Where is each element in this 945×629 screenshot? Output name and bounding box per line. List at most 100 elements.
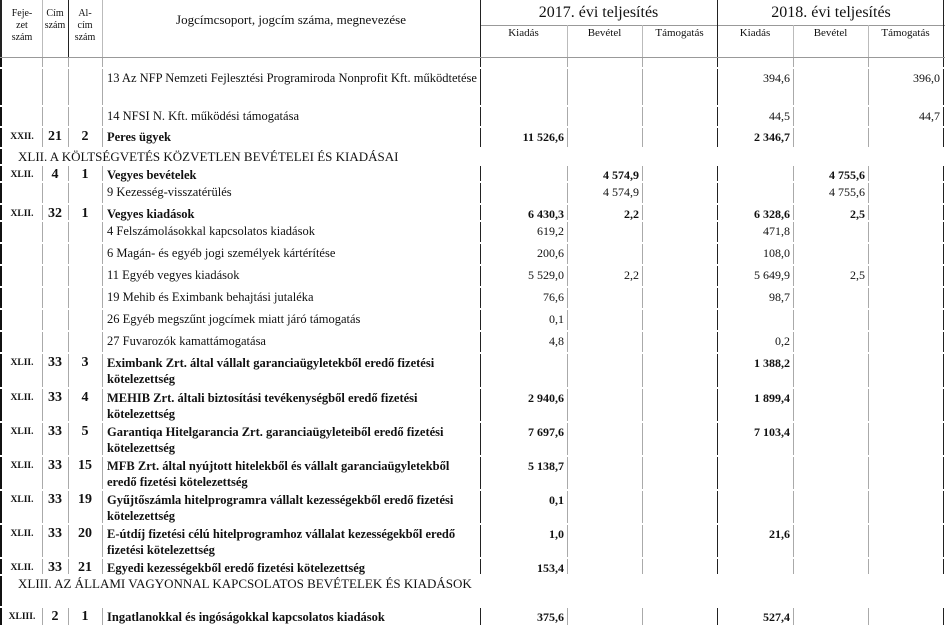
column-divider [102,266,103,286]
column-divider [102,288,103,308]
alcim-cell: 5 [81,424,89,439]
column-divider [567,69,568,105]
column-divider [42,183,43,203]
column-divider [0,491,2,523]
column-divider [68,559,69,574]
column-divider [68,608,69,625]
column-divider [642,58,643,67]
header-description: Jogcímcsoport, jogcím száma, megnevezése [176,12,406,27]
column-divider [793,389,794,421]
column-divider [642,559,643,574]
table-row: 27 Fuvarozók kamattámogatása 4,8 0,2 [0,331,945,353]
column-divider [42,525,43,557]
column-divider [642,354,643,387]
alcim-cell: 1 [81,609,89,624]
column-divider [868,244,869,264]
table-row: XLII. 33 3 Eximbank Zrt. által vállalt gara… [0,353,945,388]
column-divider [717,310,718,330]
column-divider [642,310,643,330]
column-divider [943,559,944,574]
divider [717,0,718,57]
column-divider [943,288,944,308]
column-divider [0,244,2,264]
column-divider [567,559,568,574]
column-divider [717,354,718,387]
column-divider [102,128,103,147]
column-divider [480,266,481,286]
column-divider [480,457,481,489]
column-divider [717,423,718,455]
column-divider [793,183,794,203]
table-row: XXII. 21 2 Peres ügyek 11 526,6 2 346,7 [0,127,945,148]
column-divider [68,423,69,455]
column-divider [567,205,568,220]
description-cell: 26 Egyéb megszűnt jogcímek miatt járó tá… [107,312,361,326]
bevetel-2018-cell: 2,5 [850,207,865,221]
fejezet-cell: XXII. [10,132,34,142]
column-divider [567,222,568,242]
description-cell: Garantiqa Hitelgarancia Zrt. garanciaügy… [107,425,444,455]
column-divider [102,310,103,330]
column-divider [42,389,43,421]
column-divider [102,222,103,242]
fejezet-cell: XLIII. [8,612,36,622]
column-divider [68,332,69,352]
column-divider [42,457,43,489]
column-divider [717,332,718,352]
column-divider [642,423,643,455]
table-row: 11 Egyéb vegyes kiadások 5 529,0 2,2 5 649,… [0,265,945,287]
column-divider [943,205,944,220]
column-divider [567,266,568,286]
cim-cell: 33 [48,560,62,575]
description-cell: 11 Egyéb vegyes kiadások [107,268,240,282]
column-divider [943,222,944,242]
column-divider [868,205,869,220]
column-divider [0,310,2,330]
alcim-cell: 4 [81,390,89,405]
table-row: XLII. 33 4 MEHIB Zrt. általi biztosítási te… [0,388,945,422]
fejezet-cell: XLII. [10,209,34,219]
column-divider [42,205,43,220]
column-divider [943,166,944,181]
column-divider [68,525,69,557]
column-divider [642,244,643,264]
column-divider [717,183,718,203]
column-divider [868,166,869,181]
column-divider [717,69,718,105]
column-divider [793,128,794,147]
table-row: XLII. 32 1 Vegyes kiadások 6 430,3 2,2 6 328,6… [0,204,945,221]
column-divider [68,107,69,126]
column-divider [102,491,103,523]
tamogatas-2018-cell: 396,0 [913,71,940,85]
divider [567,25,568,57]
kiadas-2017-cell: 5 138,7 [528,459,564,473]
column-divider [102,389,103,421]
description-cell: Ingatlanokkal és ingóságokkal kapcsolato… [107,610,385,624]
column-divider [717,491,718,523]
table-row: 26 Egyéb megszűnt jogcímek miatt járó tá… [0,309,945,331]
column-divider [642,525,643,557]
kiadas-2018-cell: 98,7 [769,290,790,304]
description-cell: 14 NFSI N. Kft. működési támogatása [107,109,299,123]
column-divider [42,222,43,242]
column-divider [717,288,718,308]
column-divider [868,525,869,557]
alcim-cell: 19 [78,492,92,507]
column-divider [567,389,568,421]
bevetel-2017-cell: 2,2 [624,207,639,221]
header-cim: Cím szám [44,8,66,31]
column-divider [42,166,43,181]
description-cell: 6 Magán- és egyéb jogi személyek kártérí… [107,246,336,260]
alcim-cell: 1 [81,167,89,182]
description-cell: Peres ügyek [107,130,171,144]
column-divider [567,332,568,352]
column-divider [0,69,2,105]
kiadas-2018-cell: 1 899,4 [754,391,790,405]
cim-cell: 32 [48,206,62,221]
column-divider [868,608,869,625]
kiadas-2018-cell: 5 649,9 [754,268,790,282]
column-divider [480,69,481,105]
column-divider [793,457,794,489]
column-divider [480,183,481,203]
table-row: 14 NFSI N. Kft. működési támogatása 44,5 4… [0,106,945,127]
